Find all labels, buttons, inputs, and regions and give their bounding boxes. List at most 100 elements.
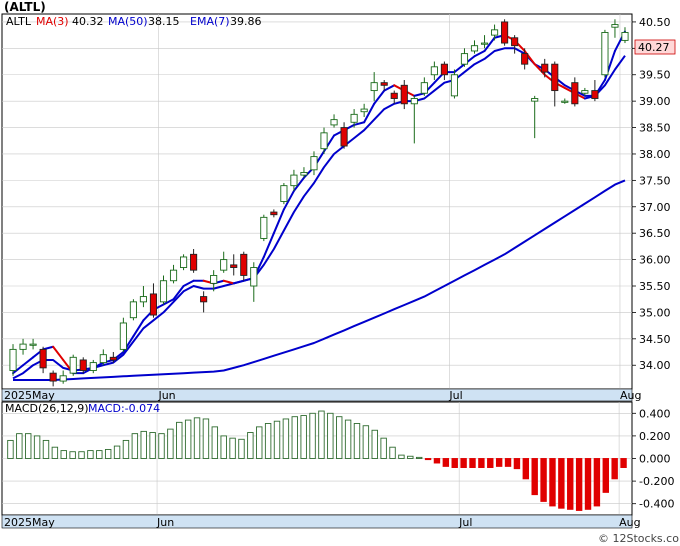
candle-body [300,172,308,176]
legend: ALTL MA(3) 40.32 MA(50) 38.15 EMA(7) 39.… [6,15,262,28]
ma50-line [13,179,626,381]
candle-body [450,74,458,97]
price-tick-label: 39.00 [639,95,671,108]
candle [480,35,489,49]
macd-x-label: Jun [156,516,174,529]
candle [390,90,398,104]
candle [531,95,539,139]
candle [129,299,137,321]
candle [220,251,228,273]
macd-bar [104,449,112,459]
candle-body [621,32,629,41]
candle-body [360,108,368,113]
candle-body [320,132,328,150]
candle [290,169,298,191]
candle [450,69,458,99]
ma50-line-layer [13,179,626,381]
macd-bar [16,433,23,459]
candle [370,72,378,102]
price-x-axis-band [1,388,633,402]
macd-bar [593,458,601,507]
macd-tick-label: 0.200 [639,430,671,443]
candle [19,338,27,355]
candle-body [551,63,559,92]
ema7-line-layer [12,47,626,380]
candle [159,275,168,305]
candle [320,127,328,154]
candle [210,270,218,292]
candle-body [69,356,77,374]
macd-bar [407,455,414,459]
candle [410,95,418,144]
candle [571,77,579,107]
candle-body [210,274,218,284]
candle [440,61,448,81]
ma3-line-segment [282,189,295,211]
legend-ma3-label: MA(3) [36,15,69,28]
candle [541,58,549,78]
macd-bar [113,445,121,459]
macd-bars [7,410,627,511]
candle [190,249,198,273]
candle-body [410,98,418,105]
candle [280,183,288,205]
macd-bar [451,458,458,468]
macd-bar [344,419,352,459]
price-x-label: Aug [620,389,641,402]
macd-x-label: 2025May [4,516,55,529]
candle [250,262,258,302]
candle [511,35,519,54]
price-y-axis: 40.5040.0039.5039.0038.5038.0037.5037.00… [632,16,671,372]
candle-body [19,343,27,350]
macd-bar [469,458,476,468]
price-x-label: Jul [448,389,462,402]
price-x-label: 2025May [4,389,55,402]
legend-ma50-label: MA(50) [108,15,148,28]
candle-body [230,264,238,268]
macd-bar [522,458,530,480]
macd-bar [433,458,441,464]
macd-bar [7,439,14,459]
candle [491,24,499,41]
macd-tick-label: 0.400 [639,407,671,420]
price-tick-label: 40.50 [639,16,671,29]
candle [149,283,158,318]
price-tick-label: 34.50 [639,333,671,346]
ma3-line-segment [22,356,35,367]
candle [89,359,97,374]
last-price-value: 40.27 [638,41,670,54]
candle [169,264,178,284]
macd-bar [122,439,130,459]
macd-bar [620,458,627,468]
candle-body [330,119,338,126]
ma3-line-segment [373,89,386,105]
macd-bar [460,458,467,468]
candle [380,80,388,91]
macd-bar [78,451,85,459]
candle-body [280,185,288,202]
candle-body [531,98,539,102]
macd-panel: 0.400 0.200 0.000 -0.200 -0.400 MACD(26,12,9… [1,401,674,529]
candle-body [430,66,438,76]
candle [230,254,238,276]
price-tick-label: 36.00 [639,254,671,267]
candle-body [180,256,188,268]
ma3-line-segment [353,121,366,126]
macd-title: MACD(26,12,9) [5,402,89,415]
candle-body [380,82,388,86]
candle-body [581,90,589,94]
candle-body [129,301,137,319]
candle [601,29,609,78]
candle-body [420,82,428,94]
ma3-line-segment [12,364,25,375]
candle-body [200,296,208,303]
candle [79,357,87,374]
macd-bar [371,429,378,459]
ma3-line-segment [172,285,185,301]
candle [420,77,428,96]
macd-bar [309,412,316,459]
candle-body [190,253,198,271]
candle [310,151,318,176]
macd-bar [389,446,396,459]
ma3-line-segment [383,84,396,92]
